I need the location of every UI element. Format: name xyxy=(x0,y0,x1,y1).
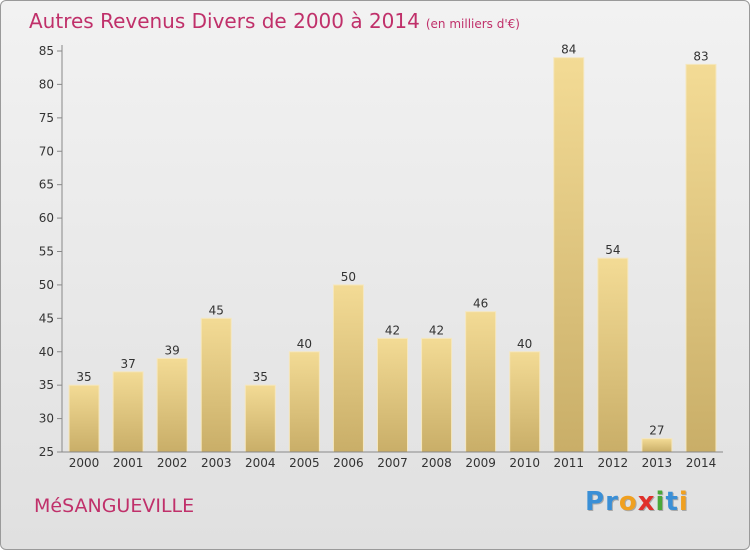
bar xyxy=(200,317,232,453)
y-tick-label: 85 xyxy=(39,44,54,58)
y-tick-label: 45 xyxy=(39,311,54,325)
bar-value-label: 42 xyxy=(385,323,400,337)
x-tick-label: 2003 xyxy=(201,456,232,470)
y-tick-label: 60 xyxy=(39,211,54,225)
bar xyxy=(509,351,541,453)
chart-title: Autres Revenus Divers de 2000 à 2014 (en … xyxy=(29,9,520,33)
y-tick-label: 65 xyxy=(39,178,54,192)
x-tick-label: 2006 xyxy=(333,456,364,470)
bar-value-label: 39 xyxy=(165,343,180,357)
x-tick-label: 2002 xyxy=(157,456,188,470)
bar xyxy=(156,357,188,453)
bar-value-label: 45 xyxy=(209,303,224,317)
place-name: MéSANGUEVILLE xyxy=(34,495,195,517)
proxiti-logo: Proxiti xyxy=(585,487,689,517)
y-tick-label: 30 xyxy=(39,412,54,426)
bar xyxy=(112,371,144,453)
bar-value-label: 54 xyxy=(605,243,620,257)
y-tick-label: 40 xyxy=(39,345,54,359)
x-tick-label: 2009 xyxy=(465,456,496,470)
x-tick-label: 2008 xyxy=(421,456,452,470)
bar-value-label: 42 xyxy=(429,323,444,337)
x-tick-label: 2012 xyxy=(598,456,629,470)
x-tick-label: 2010 xyxy=(509,456,540,470)
bar-value-label: 35 xyxy=(253,370,268,384)
bar-value-label: 35 xyxy=(76,370,91,384)
bar xyxy=(68,384,100,453)
bar xyxy=(553,57,585,453)
logo-letter: x xyxy=(637,487,656,517)
y-tick-label: 25 xyxy=(39,445,54,459)
bar xyxy=(685,63,717,453)
bar-value-label: 50 xyxy=(341,270,356,284)
y-tick-label: 75 xyxy=(39,111,54,125)
x-tick-label: 2005 xyxy=(289,456,320,470)
bar-value-label: 84 xyxy=(561,43,576,57)
x-tick-label: 2014 xyxy=(686,456,717,470)
bar-value-label: 37 xyxy=(120,357,135,371)
y-tick-label: 35 xyxy=(39,378,54,392)
bar-value-label: 46 xyxy=(473,297,488,311)
chart-subtitle: (en milliers d'€) xyxy=(425,17,520,31)
bar xyxy=(421,337,453,453)
bar xyxy=(332,284,364,453)
x-axis: 2000 2001 2002 2003 2004 2005 2006 2007 2008 2009… xyxy=(62,451,723,470)
logo-letter: t xyxy=(665,487,679,517)
y-tick-label: 70 xyxy=(39,144,54,158)
y-tick-label: 80 xyxy=(39,77,54,91)
x-tick-label: 2004 xyxy=(245,456,276,470)
bar xyxy=(641,438,673,453)
x-tick-label: 2000 xyxy=(69,456,100,470)
bar-value-label: 40 xyxy=(517,337,532,351)
y-tick-label: 55 xyxy=(39,245,54,259)
bar xyxy=(288,351,320,453)
bar-value-label: 40 xyxy=(297,337,312,351)
bar xyxy=(465,311,497,453)
logo-letter: o xyxy=(618,487,638,517)
x-tick-label: 2011 xyxy=(553,456,584,470)
logo-letter: P xyxy=(585,487,606,517)
bar-value-label: 27 xyxy=(649,424,664,438)
logo-letter: i xyxy=(655,487,666,517)
chart-title-text: Autres Revenus Divers de 2000 à 2014 xyxy=(29,9,420,33)
x-tick-label: 2013 xyxy=(642,456,673,470)
x-tick-label: 2001 xyxy=(113,456,144,470)
x-tick-label: 2007 xyxy=(377,456,408,470)
bar xyxy=(244,384,276,453)
y-tick-label: 50 xyxy=(39,278,54,292)
y-axis: 25 30 35 40 45 50 55 60 65 70 75 80 85 xyxy=(39,44,63,459)
logo-letter: r xyxy=(605,487,619,517)
bar xyxy=(377,337,408,453)
bars: 35 37 39 45 35 40 50 42 42 46 40 84 54 27 83 xyxy=(68,43,717,453)
bar xyxy=(597,257,629,453)
bar-value-label: 83 xyxy=(693,49,708,63)
logo-letter: i xyxy=(678,487,689,517)
